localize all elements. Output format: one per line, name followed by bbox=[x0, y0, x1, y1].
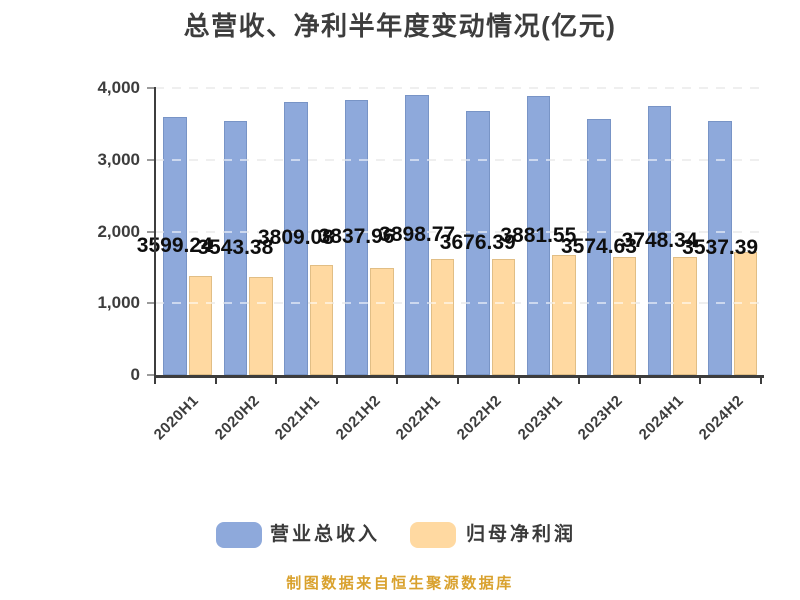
legend-swatch-profit bbox=[410, 522, 456, 548]
y-axis-line bbox=[154, 87, 156, 378]
x-axis-tick bbox=[214, 378, 217, 384]
x-axis-tick bbox=[154, 378, 156, 384]
profit-bar bbox=[249, 277, 273, 375]
y-axis-tick bbox=[147, 230, 154, 233]
revenue-bar bbox=[647, 106, 672, 375]
legend-label-profit: 归母净利润 bbox=[466, 524, 577, 545]
revenue-bar bbox=[466, 111, 490, 375]
gridline-overlay bbox=[155, 230, 762, 233]
revenue-bar bbox=[708, 121, 732, 375]
value-label: 3574.63 bbox=[560, 234, 637, 258]
x-axis-tick bbox=[335, 378, 338, 384]
revenue-bar bbox=[223, 120, 248, 375]
x-axis-tick bbox=[457, 378, 459, 384]
x-axis-tick bbox=[517, 378, 520, 384]
profit-bar bbox=[370, 267, 394, 375]
value-label: 3748.34 bbox=[621, 228, 698, 252]
revenue-bar bbox=[405, 95, 429, 375]
profit-bar bbox=[552, 254, 576, 375]
revenue-bar bbox=[344, 99, 369, 375]
y-tick-label: 0 bbox=[130, 365, 140, 384]
revenue-bar bbox=[284, 101, 308, 375]
value-label: 3898.77 bbox=[379, 223, 456, 247]
value-label: 3676.39 bbox=[439, 231, 516, 255]
gridline-overlay bbox=[155, 158, 762, 161]
profit-bar bbox=[612, 256, 637, 375]
value-label: 3537.39 bbox=[682, 236, 759, 260]
profit-bar bbox=[430, 259, 455, 375]
data-source-note: 制图数据来自恒生聚源数据库 bbox=[286, 575, 514, 592]
gridline-overlay bbox=[155, 302, 762, 305]
x-axis-tick bbox=[578, 378, 581, 384]
value-label: 3837.96 bbox=[318, 225, 395, 249]
y-axis-tick bbox=[147, 302, 154, 305]
x-axis-line bbox=[154, 375, 764, 378]
x-axis-tick bbox=[760, 378, 762, 384]
x-axis-tick bbox=[396, 378, 399, 384]
revenue-bar bbox=[587, 118, 611, 375]
profit-bar bbox=[733, 252, 758, 375]
y-axis-tick bbox=[147, 87, 154, 89]
legend-label-revenue: 营业总收入 bbox=[270, 524, 381, 545]
y-axis-tick bbox=[147, 374, 154, 376]
y-tick-label: 3,000 bbox=[97, 149, 140, 169]
value-label: 3543.38 bbox=[197, 235, 274, 259]
y-tick-label: 4,000 bbox=[97, 78, 140, 97]
x-axis-tick bbox=[638, 378, 641, 384]
y-axis-tick bbox=[147, 158, 154, 161]
profit-bar bbox=[673, 257, 697, 375]
profit-bar bbox=[309, 265, 334, 375]
gridline-overlay bbox=[155, 87, 762, 89]
legend-swatch-revenue bbox=[216, 522, 262, 548]
x-axis-tick bbox=[275, 378, 278, 384]
value-label: 3809.08 bbox=[257, 226, 334, 250]
profit-bar bbox=[188, 276, 212, 375]
x-axis-tick bbox=[699, 378, 702, 384]
y-tick-label: 2,000 bbox=[97, 221, 140, 241]
y-tick-label: 1,000 bbox=[97, 293, 140, 313]
revenue-bar bbox=[526, 96, 551, 375]
chart-title: 总营收、净利半年度变动情况(亿元) bbox=[183, 11, 617, 41]
revenue-bar bbox=[163, 116, 187, 375]
value-label: 3881.55 bbox=[500, 223, 577, 247]
profit-bar bbox=[491, 258, 515, 375]
